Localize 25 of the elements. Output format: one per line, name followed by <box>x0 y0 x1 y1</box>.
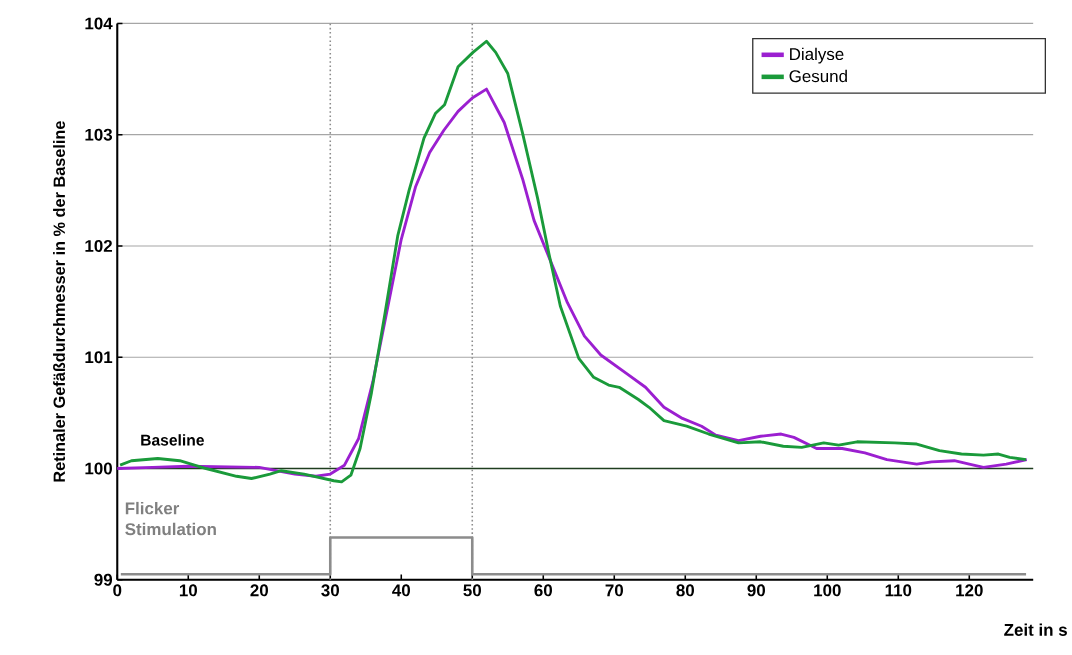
y-tick-label: 102 <box>85 239 112 252</box>
y-tick-label: 100 <box>85 462 112 475</box>
x-tick-label: 20 <box>250 584 268 597</box>
x-tick-label: 70 <box>605 584 623 597</box>
x-tick-label: 10 <box>179 584 197 597</box>
x-tick-label: 100 <box>814 584 841 597</box>
y-tick-label: 103 <box>85 128 113 141</box>
x-axis-title: Zeit in s <box>1004 623 1067 636</box>
legend-label: Gesund <box>789 69 847 83</box>
x-tick-label: 50 <box>463 584 481 597</box>
x-tick-label: 120 <box>956 584 983 597</box>
x-tick-label: 0 <box>113 584 122 597</box>
x-tick-label: 90 <box>747 584 765 597</box>
y-tick-label: 99 <box>94 573 113 586</box>
ref-line-label: Baseline <box>141 434 204 446</box>
y-tick-label: 101 <box>85 351 113 364</box>
x-tick-label: 80 <box>676 584 694 597</box>
y-tick-label: 104 <box>85 17 113 30</box>
y-axis-title: Retinaler Gefäßdurchmesser in % der Baseline <box>53 121 66 482</box>
x-tick-label: 60 <box>534 584 552 597</box>
x-tick-label: 110 <box>885 584 912 597</box>
legend-label: Dialyse <box>790 47 844 64</box>
x-tick-label: 30 <box>321 584 339 597</box>
x-tick-label: 40 <box>392 584 410 597</box>
annotation: Flicker Stimulation <box>125 501 216 536</box>
